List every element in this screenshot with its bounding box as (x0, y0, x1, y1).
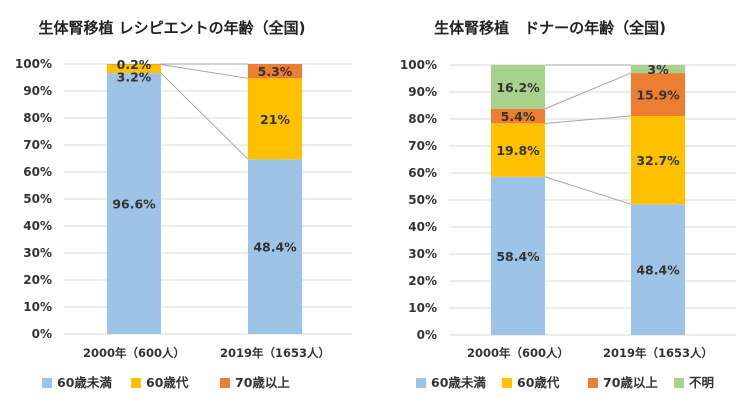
data-label: 5.3% (258, 64, 293, 79)
data-label: 16.2% (496, 80, 540, 95)
y-tick-label: 70% (408, 139, 437, 153)
y-tick-label: 40% (408, 220, 437, 234)
category-label: 2000年（600人） (83, 346, 185, 360)
connector-line (544, 72, 632, 110)
bar-segment (107, 73, 161, 335)
y-tick-label: 0% (32, 327, 52, 341)
data-label: 48.4% (636, 263, 680, 278)
legend-label: 不明 (689, 375, 714, 390)
connector-line (160, 64, 249, 79)
y-tick-label: 50% (23, 192, 52, 206)
y-tick-label: 0% (417, 328, 437, 342)
y-tick-label: 100% (15, 57, 52, 71)
bar-segment (491, 65, 545, 109)
legend-swatch (502, 378, 512, 388)
y-tick-label: 30% (408, 247, 437, 261)
legend-label: 60歳未満 (57, 375, 112, 390)
data-label: 19.8% (496, 143, 540, 158)
data-label: 32.7% (636, 153, 680, 168)
data-label: 3% (647, 62, 669, 77)
data-label: 96.6% (112, 197, 156, 212)
legend-swatch (42, 378, 52, 388)
connector-line (544, 176, 632, 205)
category-label: 2000年（600人） (467, 346, 569, 360)
chart-title: 生体腎移植 レシピエントの年齢（全国) (38, 19, 305, 37)
data-label: 0.2% (117, 57, 152, 72)
chart-1: 生体腎移植 レシピエントの年齢（全国) 0% 10% 20% 30% 40% 50% 60% 7… (15, 19, 352, 390)
legend-label: 60歳代 (517, 375, 560, 390)
connector-line (160, 72, 249, 160)
y-tick-label: 40% (23, 219, 52, 233)
y-tick-label: 80% (23, 111, 52, 125)
legend-swatch (131, 378, 141, 388)
bar-segment (491, 176, 545, 335)
connector-line (544, 115, 632, 124)
legend-swatch (416, 378, 426, 388)
data-label: 15.9% (636, 88, 680, 103)
category-label: 2019年（1653人） (603, 346, 713, 360)
bar-segment (631, 116, 685, 205)
bar-segment (491, 123, 545, 177)
y-tick-label: 10% (408, 301, 437, 315)
data-label: 3.2% (117, 70, 152, 85)
y-tick-label: 60% (23, 165, 52, 179)
y-tick-label: 20% (23, 273, 52, 287)
legend-label: 60歳未満 (431, 375, 486, 390)
bar-segment (248, 64, 302, 79)
bar-segment (631, 65, 685, 74)
bar-segment (248, 78, 302, 160)
y-tick-label: 10% (23, 300, 52, 314)
y-tick-label: 100% (400, 58, 437, 72)
bar-segment (491, 108, 545, 124)
y-tick-label: 30% (23, 246, 52, 260)
y-tick-label: 90% (408, 85, 437, 99)
legend-label: 70歳以上 (235, 375, 290, 390)
y-tick-label: 80% (408, 112, 437, 126)
category-label: 2019年（1653人） (220, 346, 330, 360)
legend-swatch (220, 378, 230, 388)
y-tick-label: 60% (408, 166, 437, 180)
bar-segment (631, 73, 685, 117)
legend-label: 70歳以上 (603, 375, 658, 390)
chart-title: 生体腎移植 ドナーの年齢（全国) (434, 19, 666, 37)
legend-swatch (674, 378, 684, 388)
data-label: 21% (260, 112, 290, 127)
bar-segment (107, 64, 161, 74)
bar-segment (248, 159, 302, 334)
bar-segment (107, 64, 161, 65)
y-tick-label: 20% (408, 274, 437, 288)
bar-segment (631, 204, 685, 335)
legend-swatch (588, 378, 598, 388)
data-label: 5.4% (501, 109, 536, 124)
data-label: 48.4% (253, 240, 297, 255)
y-tick-label: 50% (408, 193, 437, 207)
y-tick-label: 70% (23, 138, 52, 152)
data-label: 58.4% (496, 249, 540, 264)
chart-2: 生体腎移植 ドナーの年齢（全国) 0% 10% 20% 30% 40% 50% 60% 70% 8… (400, 19, 736, 390)
legend-label: 60歳代 (146, 375, 189, 390)
y-tick-label: 90% (23, 84, 52, 98)
